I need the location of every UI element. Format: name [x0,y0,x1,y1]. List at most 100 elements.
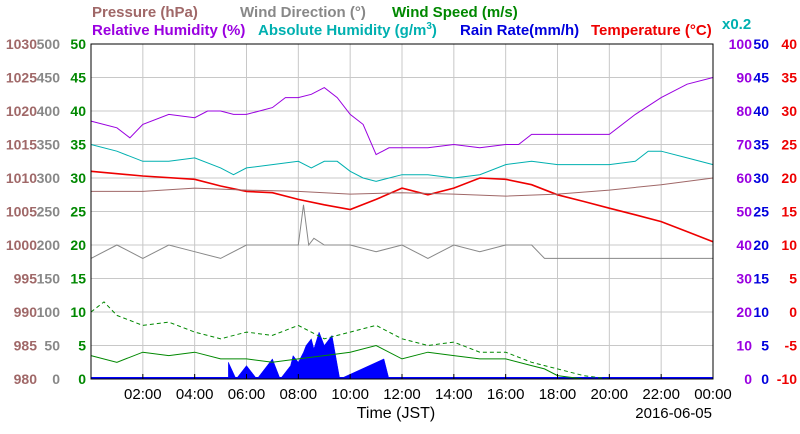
relative-humidity-tick-label: 100 [729,36,753,52]
relative-humidity-tick-label: 70 [736,137,752,153]
relative-humidity-tick-label: 30 [736,271,752,287]
wind-direction-tick-label: 250 [37,204,61,220]
temperature-tick-label: 10 [781,237,797,253]
relative-humidity-tick-label: 10 [736,338,752,354]
x-axis: 02:00 04:00 06:00 08:00 10:00 12:00 14:00 16:00… [124,374,732,403]
wind-speed-tick-label: 20 [70,237,86,253]
temperature-tick-label: 0 [789,304,797,320]
relative-humidity-title: Relative Humidity (%) [92,22,245,39]
left-axes: 1030102510201015101010051000995990985980… [6,36,86,387]
x-tick-label: 12:00 [383,386,421,403]
wind-direction-tick-label: 150 [37,271,61,287]
rain-rate-tick-label: 15 [753,271,769,287]
pressure-tick-label: 980 [14,371,38,387]
pressure-tick-label: 995 [14,271,38,287]
wind-speed-line [90,344,713,380]
pressure-line [91,177,714,197]
x-tick-label: 18:00 [539,386,577,403]
right-axes: 1009080706050403020100504540353025201510… [729,36,798,387]
x-axis-label: Time (JST) [357,405,436,422]
pressure-tick-label: 1020 [6,103,37,119]
wind-direction-tick-label: 500 [37,36,61,52]
x-tick-label: 00:00 [694,386,732,403]
chart-header: Pressure (hPa) Wind Direction (°) Wind S… [92,4,751,39]
rain-rate-tick-label: 20 [753,237,769,253]
wind-speed-gust-line [90,301,713,380]
rain-rate-tick-label: 0 [761,371,769,387]
rain-rate-tick-label: 50 [753,36,769,52]
x-tick-label: 20:00 [591,386,629,403]
rain-rate-tick-label: 5 [761,338,769,354]
rain-rate-tick-label: 45 [753,70,769,86]
pressure-tick-label: 990 [14,304,38,320]
temperature-tick-label: 20 [781,170,797,186]
x-tick-label: 08:00 [280,386,318,403]
temperature-tick-label: 35 [781,70,797,86]
relative-humidity-tick-label: 50 [736,204,752,220]
wind-speed-tick-label: 5 [78,338,86,354]
x-tick-label: 16:00 [487,386,525,403]
relative-humidity-tick-label: 0 [744,371,752,387]
temperature-tick-label: 25 [781,137,797,153]
wind-speed-tick-label: 10 [70,304,86,320]
wind-speed-tick-label: 40 [70,103,86,119]
wind-direction-tick-label: 350 [37,137,61,153]
x-tick-label: 14:00 [435,386,473,403]
wind-speed-title: Wind Speed (m/s) [392,4,518,21]
wind-direction-tick-label: 50 [44,338,60,354]
date-label: 2016-06-05 [635,405,712,422]
wind-direction-tick-label: 300 [37,170,61,186]
x-tick-label: 04:00 [176,386,214,403]
pressure-tick-label: 985 [14,338,38,354]
rain-rate-title: Rain Rate(mm/h) [460,22,579,39]
wind-direction-title: Wind Direction (°) [240,4,366,21]
pressure-tick-label: 1005 [6,204,37,220]
x-tick-label: 06:00 [228,386,266,403]
relative-humidity-line [90,77,714,156]
temperature-tick-label: 30 [781,103,797,119]
relative-humidity-tick-label: 90 [736,70,752,86]
rain-rate-area [228,331,390,380]
wind-speed-tick-label: 50 [70,36,86,52]
wind-speed-tick-label: 15 [70,271,86,287]
wind-direction-tick-label: 200 [37,237,61,253]
relative-humidity-tick-label: 40 [736,237,752,253]
x-tick-label: 22:00 [642,386,680,403]
relative-humidity-tick-label: 60 [736,170,752,186]
rain-rate-tick-label: 35 [753,137,769,153]
rain-rate-tick-label: 10 [753,304,769,320]
pressure-tick-label: 1010 [6,170,37,186]
wind-speed-tick-label: 30 [70,170,86,186]
line-series [90,77,714,380]
wind-speed-tick-label: 35 [70,137,86,153]
scale-note: x0.2 [722,16,751,33]
temperature-tick-label: 15 [781,204,797,220]
wind-speed-tick-label: 25 [70,204,86,220]
x-tick-label: 10:00 [331,386,369,403]
pressure-tick-label: 1000 [6,237,37,253]
temperature-tick-label: -5 [785,338,798,354]
pressure-tick-label: 1030 [6,36,37,52]
wind-direction-tick-label: 450 [37,70,61,86]
pressure-tick-label: 1015 [6,137,37,153]
temperature-title: Temperature (°C) [591,22,712,39]
wind-direction-line [90,204,713,259]
wind-direction-tick-label: 100 [37,304,61,320]
rain-rate-tick-label: 40 [753,103,769,119]
rain-rate-tick-label: 30 [753,170,769,186]
absolute-humidity-line [90,144,714,182]
relative-humidity-tick-label: 20 [736,304,752,320]
absolute-humidity-title: Absolute Humidity (g/m3) [258,21,437,39]
temperature-tick-label: 5 [789,271,797,287]
wind-direction-tick-label: 0 [52,371,60,387]
relative-humidity-tick-label: 80 [736,103,752,119]
wind-direction-tick-label: 400 [37,103,61,119]
pressure-title: Pressure (hPa) [92,4,198,21]
temperature-tick-label: 40 [781,36,797,52]
wind-speed-tick-label: 0 [78,371,86,387]
wind-speed-tick-label: 45 [70,70,86,86]
pressure-tick-label: 1025 [6,70,37,86]
rain-rate-tick-label: 25 [753,204,769,220]
x-tick-label: 02:00 [124,386,162,403]
